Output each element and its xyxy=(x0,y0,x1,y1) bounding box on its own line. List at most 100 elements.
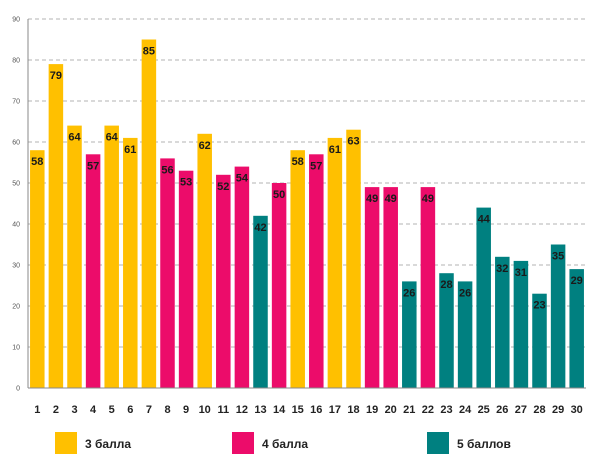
bar-8 xyxy=(160,158,175,388)
data-label-17: 61 xyxy=(329,144,341,156)
x-tick-label-29: 29 xyxy=(552,404,564,416)
x-tick-label-25: 25 xyxy=(478,404,490,416)
data-label-26: 32 xyxy=(496,263,508,275)
bar-3 xyxy=(67,125,82,388)
legend-swatch-5 xyxy=(427,432,449,454)
bar-2 xyxy=(48,64,64,388)
bar-7 xyxy=(141,39,157,388)
data-label-16: 57 xyxy=(310,160,322,172)
data-label-15: 58 xyxy=(292,156,304,168)
legend-label-4: 4 балла xyxy=(262,437,308,451)
legend-label-5: 5 баллов xyxy=(457,437,511,451)
data-labels: 58 79 64 57 64 61 85 56 53 62 52 54 42 50 58 57 61 63 49 49… xyxy=(31,46,583,312)
data-label-29: 35 xyxy=(552,251,564,263)
legend: 3 балла 4 балла 5 баллов xyxy=(55,432,511,454)
data-label-7: 85 xyxy=(143,46,155,58)
x-tick-label-23: 23 xyxy=(440,404,452,416)
x-tick-label-27: 27 xyxy=(515,404,527,416)
bar-12 xyxy=(234,166,250,388)
x-tick-label-7: 7 xyxy=(146,404,152,416)
data-label-8: 56 xyxy=(161,164,173,176)
y-tick-label: 90 xyxy=(12,17,20,24)
data-label-20: 49 xyxy=(385,193,397,205)
bar-4 xyxy=(85,154,101,388)
x-tick-label-11: 11 xyxy=(217,404,229,416)
data-label-27: 31 xyxy=(515,267,527,279)
grid-lines xyxy=(28,18,586,348)
bar-15 xyxy=(290,150,305,388)
bar-16 xyxy=(309,154,324,388)
x-tick-label-14: 14 xyxy=(273,404,286,416)
data-label-25: 44 xyxy=(478,214,491,226)
data-label-19: 49 xyxy=(366,193,378,205)
bars xyxy=(30,39,584,388)
y-tick-label: 40 xyxy=(12,222,20,229)
x-tick-label-17: 17 xyxy=(329,404,341,416)
data-label-10: 62 xyxy=(199,140,211,152)
data-label-1: 58 xyxy=(31,156,43,168)
bar-22 xyxy=(420,187,436,388)
x-tick-label-26: 26 xyxy=(496,404,508,416)
data-label-21: 26 xyxy=(403,287,415,299)
data-label-18: 63 xyxy=(347,136,359,148)
data-label-30: 29 xyxy=(571,275,583,287)
bar-5 xyxy=(104,125,119,388)
y-tick-label: 70 xyxy=(12,99,20,106)
x-tick-label-30: 30 xyxy=(571,404,583,416)
legend-swatch-4 xyxy=(232,432,254,454)
data-label-2: 79 xyxy=(50,70,62,82)
y-axis: 0 10 20 30 40 50 60 70 80 90 xyxy=(12,17,29,393)
bar-25 xyxy=(476,207,491,388)
x-tick-label-20: 20 xyxy=(385,404,397,416)
data-label-13: 42 xyxy=(254,222,266,234)
data-label-3: 64 xyxy=(68,132,81,144)
x-tick-label-16: 16 xyxy=(310,404,322,416)
bar-27 xyxy=(513,260,529,388)
legend-label-3: 3 балла xyxy=(85,437,131,451)
bar-10 xyxy=(197,133,212,388)
bar-11 xyxy=(216,174,231,388)
x-tick-label-1: 1 xyxy=(34,404,40,416)
data-label-24: 26 xyxy=(459,287,471,299)
bar-19 xyxy=(364,187,380,388)
x-tick-label-24: 24 xyxy=(459,404,472,416)
data-label-23: 28 xyxy=(440,279,452,291)
bar-1 xyxy=(30,150,45,388)
bar-26 xyxy=(495,256,510,388)
x-tick-label-5: 5 xyxy=(109,404,115,416)
x-tick-label-9: 9 xyxy=(183,404,189,416)
bar-21 xyxy=(402,281,417,388)
x-tick-label-4: 4 xyxy=(90,404,97,416)
legend-swatch-3 xyxy=(55,432,77,454)
x-tick-label-22: 22 xyxy=(422,404,434,416)
data-label-14: 50 xyxy=(273,189,285,201)
data-label-28: 23 xyxy=(533,300,545,312)
x-tick-label-21: 21 xyxy=(403,404,415,416)
y-tick-label: 20 xyxy=(12,304,20,311)
x-tick-label-10: 10 xyxy=(199,404,211,416)
x-tick-label-19: 19 xyxy=(366,404,378,416)
bar-24 xyxy=(457,281,473,388)
y-tick-label: 50 xyxy=(12,181,20,188)
y-tick-label: 30 xyxy=(12,263,20,270)
x-tick-label-13: 13 xyxy=(254,404,266,416)
x-tick-label-2: 2 xyxy=(53,404,59,416)
bar-18 xyxy=(346,129,361,388)
bar-30 xyxy=(569,269,584,388)
data-label-9: 53 xyxy=(180,177,192,189)
data-label-6: 61 xyxy=(124,144,136,156)
bar-23 xyxy=(439,273,454,388)
data-label-5: 64 xyxy=(106,132,119,144)
bar-28 xyxy=(532,293,547,388)
x-tick-label-15: 15 xyxy=(292,404,304,416)
x-tick-label-8: 8 xyxy=(164,404,170,416)
x-tick-label-12: 12 xyxy=(236,404,248,416)
data-label-11: 52 xyxy=(217,181,229,193)
data-label-12: 54 xyxy=(236,173,249,185)
x-axis: 1 2 3 4 5 6 7 8 9 10 11 12 13 14 15 16 17 18 19 20 21 22 23 24 2… xyxy=(28,387,586,416)
x-tick-label-28: 28 xyxy=(533,404,545,416)
bar-6 xyxy=(123,137,138,388)
bar-29 xyxy=(550,244,566,388)
data-label-4: 57 xyxy=(87,160,99,172)
y-tick-label: 60 xyxy=(12,140,20,147)
